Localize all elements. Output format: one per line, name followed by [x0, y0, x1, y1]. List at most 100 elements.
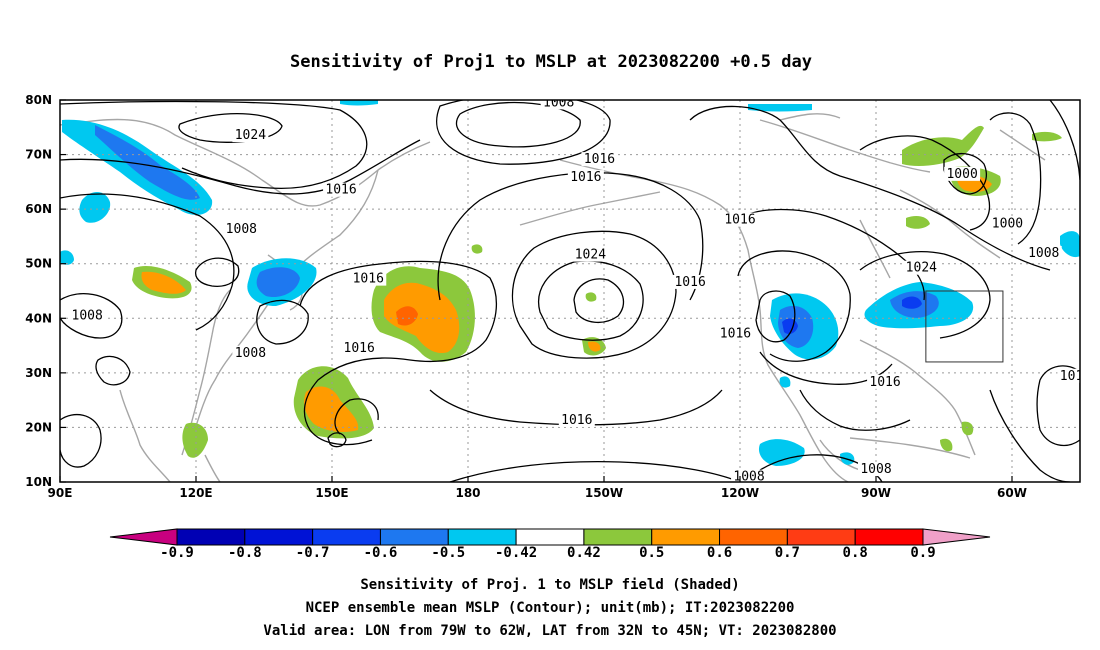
colorbar-label: 0.9: [910, 545, 935, 561]
contour-label: 1000: [992, 217, 1023, 232]
colorbar-label: -0.7: [296, 545, 330, 561]
contour-label: 1016: [724, 213, 755, 228]
contour-label: 1008: [72, 309, 103, 324]
colorbar-swatch: [379, 528, 449, 546]
contour-label: 1016: [584, 152, 615, 167]
plot-frame: [59, 99, 1081, 483]
contour-label: 1016: [869, 375, 900, 390]
caption-line-1: Sensitivity of Proj. 1 to MSLP field (Sh…: [360, 577, 739, 593]
contour-label-bg: [989, 216, 1026, 231]
x-tick-label: 90E: [48, 486, 73, 500]
x-tick-label: 90W: [861, 486, 891, 500]
colorbar-swatch: [854, 528, 924, 546]
contour-label: 1008: [1028, 246, 1059, 261]
mslp-contours: [60, 100, 1080, 482]
contour-label: 1000: [946, 167, 977, 182]
contour-label: 1008: [733, 470, 764, 485]
plot-area: 1024 1008 1016 1016 1016 1008 1016 1024 1016 1016…: [60, 95, 1091, 485]
colorbar-label: 0.7: [775, 545, 800, 561]
y-tick-label: 60N: [25, 202, 52, 216]
colorbar-label: -0.5: [431, 545, 465, 561]
contour-labels: 1024 1008 1016 1016 1016 1008 1016 1024 1016 1016…: [69, 95, 1091, 485]
contour-label-bg: [350, 271, 387, 286]
contour-label: 1008: [235, 346, 266, 361]
contour-label: 1008: [543, 95, 574, 110]
contour-label-bg: [867, 374, 904, 389]
contour-label: 1016: [561, 413, 592, 428]
colorbar-swatch: [312, 528, 381, 546]
contour-label-bg: [672, 274, 709, 289]
colorbar-label: 0.42: [567, 545, 601, 561]
colorbar-swatch: [176, 528, 246, 546]
x-tick-label: 120W: [721, 486, 759, 500]
contour-label: 1016: [353, 272, 384, 287]
contour-label-bg: [572, 247, 609, 262]
contour-label: 1008: [226, 222, 257, 237]
contour-label-bg: [558, 412, 595, 427]
y-tick-label: 30N: [25, 366, 52, 380]
contour-label-bg: [581, 152, 618, 167]
contour-label: 1016: [325, 183, 356, 198]
x-axis: 90E 120E 150E 180 150W 120W 90W 60W: [48, 476, 1027, 500]
colorbar-label: 0.8: [843, 545, 868, 561]
colorbar-swatch: [651, 528, 721, 546]
y-tick-label: 10N: [25, 475, 52, 489]
contour-label-bg: [232, 128, 269, 143]
colorbar-extend-high: [922, 528, 991, 546]
caption-line-2: NCEP ensemble mean MSLP (Contour); unit(…: [306, 600, 795, 616]
colorbar-extend-low: [109, 528, 178, 546]
contour-label: 1016: [1060, 369, 1091, 384]
y-tick-label: 70N: [25, 148, 52, 162]
contour-label-bg: [1057, 368, 1080, 383]
colorbar-swatch: [515, 528, 585, 546]
x-tick-label: 150W: [585, 486, 623, 500]
valid-area-box: [925, 290, 1004, 363]
x-tick-label: 60W: [997, 486, 1027, 500]
contour-label-bg: [540, 100, 577, 110]
contour-label: 1008: [860, 462, 891, 477]
contour-label: 1016: [344, 341, 375, 356]
y-tick-label: 40N: [25, 311, 52, 325]
colorbar: [109, 528, 991, 546]
contour-label-bg: [717, 326, 754, 341]
colorbar-swatch: [719, 528, 788, 546]
x-tick-label: 120E: [179, 486, 212, 500]
contour-label-bg: [903, 260, 940, 275]
contour-label: 1016: [674, 275, 705, 290]
y-tick-label: 50N: [25, 257, 52, 271]
x-tick-label: 180: [455, 486, 480, 500]
colorbar-swatch: [583, 528, 653, 546]
caption-line-3: Valid area: LON from 79W to 62W, LAT fro…: [263, 623, 836, 639]
contour-label: 1024: [235, 128, 266, 143]
colorbar-swatch: [786, 528, 856, 546]
contour-label: 1024: [906, 261, 937, 276]
colorbar-swatch: [244, 528, 314, 546]
contour-label: 1016: [720, 327, 751, 342]
y-tick-label: 80N: [25, 93, 52, 107]
chart-title: Sensitivity of Proj1 to MSLP at 20230822…: [290, 52, 812, 72]
contour-label-bg: [858, 462, 894, 477]
contour-label-bg: [722, 212, 758, 227]
contour-label-bg: [1025, 245, 1062, 260]
contour-label-bg: [341, 340, 378, 355]
colorbar-label: 0.6: [707, 545, 732, 561]
colorbar-label: -0.6: [364, 545, 398, 561]
x-tick-label: 150E: [315, 486, 348, 500]
contour-label: 1016: [570, 170, 601, 185]
colorbar-label: 0.5: [639, 545, 664, 561]
contour-label-bg: [323, 182, 360, 197]
contour-label-bg: [69, 308, 106, 323]
colorbar-label: -0.8: [228, 545, 262, 561]
contour-label-bg: [567, 170, 604, 185]
colorbar-swatch: [447, 528, 517, 546]
colorbar-labels: -0.9 -0.8 -0.7 -0.6 -0.5 -0.42 0.42 0.5 0.6 0.7 0.…: [160, 545, 936, 561]
y-tick-label: 20N: [25, 420, 52, 434]
contour-label: 1024: [575, 248, 606, 263]
contour-label-bg: [232, 345, 269, 360]
contour-label-bg: [223, 221, 260, 236]
y-axis: 10N 20N 30N 40N 50N 60N 70N 80N: [25, 93, 66, 489]
colorbar-label: -0.42: [495, 545, 537, 561]
contour-label-bg: [944, 166, 981, 181]
colorbar-label: -0.9: [160, 545, 194, 561]
